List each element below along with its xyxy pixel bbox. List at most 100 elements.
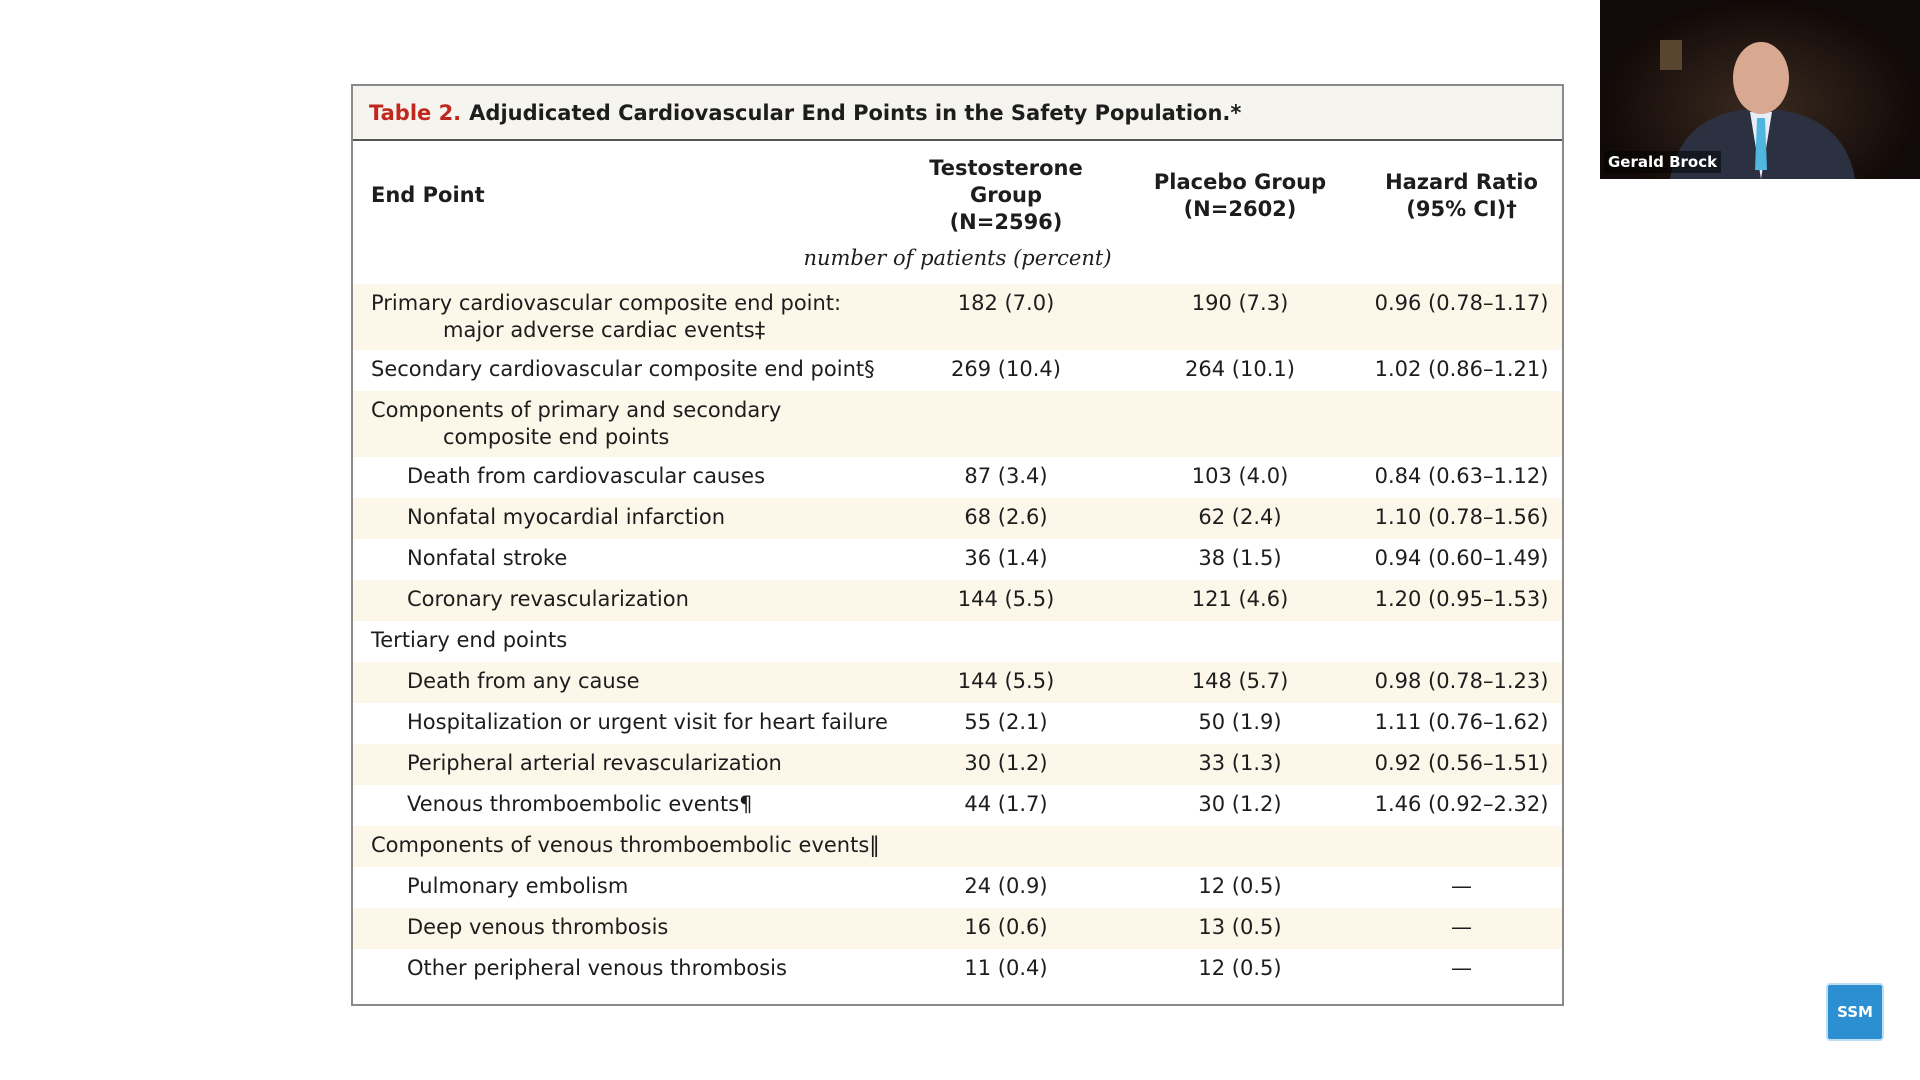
cell-value: 1.46 (0.92–2.32) <box>1374 792 1549 816</box>
logo[interactable]: SSM <box>1826 983 1884 1041</box>
cell-value: — <box>1361 908 1562 949</box>
cell-value: 0.94 (0.60–1.49) <box>1374 546 1549 570</box>
row-label: Pulmonary embolism <box>407 874 629 898</box>
cell-value: 0.96 (0.78–1.17) <box>1361 284 1562 350</box>
cell-value: 0.98 (0.78–1.23) <box>1361 662 1562 703</box>
header-row: End Point Testosterone Group (N=2596) Place… <box>353 141 1562 237</box>
cell-value: 103 (4.0) <box>1191 464 1289 488</box>
column-header-line: (95% CI)† <box>1406 196 1517 221</box>
column-header: Testosterone Group (N=2596) <box>893 141 1119 237</box>
picture-frame <box>1660 40 1682 70</box>
empty-cell <box>893 826 1119 867</box>
column-header: Placebo Group (N=2602) <box>1119 141 1361 237</box>
cell-value: 38 (1.5) <box>1198 546 1282 570</box>
data-row: Nonfatal myocardial infarction 68 (2.6) 62… <box>353 498 1562 539</box>
cell-value: 12 (0.5) <box>1198 874 1282 898</box>
cell-value: 36 (1.4) <box>964 546 1048 570</box>
row-label: Other peripheral venous thrombosis <box>407 956 787 980</box>
face <box>1733 42 1789 114</box>
column-header: Hazard Ratio (95% CI)† <box>1361 141 1562 237</box>
row-label: Tertiary end points <box>371 628 568 652</box>
row-label: Coronary revascularization <box>353 580 893 621</box>
cell-value: 24 (0.9) <box>964 874 1048 898</box>
empty-cell <box>1361 391 1562 457</box>
empty-cell <box>1119 391 1361 457</box>
section-row: Components of primary and secondary comp… <box>353 391 1562 457</box>
empty-cell <box>1119 826 1361 867</box>
data-row: Other peripheral venous thrombosis 11 (0.… <box>353 949 1562 990</box>
table-label: Table 2. <box>369 100 462 125</box>
unit-row: number of patients (percent) <box>353 237 1562 284</box>
column-header-line: (N=2602) <box>1183 196 1297 221</box>
data-row: Deep venous thrombosis 16 (0.6) 13 (0.5) — <box>353 908 1562 949</box>
column-header-line: Placebo Group <box>1153 169 1327 194</box>
cell-value: 55 (2.1) <box>964 710 1048 734</box>
cell-value: 269 (10.4) <box>951 357 1061 381</box>
table-header: End Point Testosterone Group (N=2596) Place… <box>353 141 1562 284</box>
cell-value: 0.84 (0.63–1.12) <box>1374 464 1549 488</box>
data-row: Nonfatal stroke 36 (1.4) 38 (1.5) 0.94 (0.6… <box>353 539 1562 580</box>
cell-value: 87 (3.4) <box>964 464 1048 488</box>
section-row: Tertiary end points <box>353 621 1562 662</box>
table-slide: Table 2. Adjudicated Cardiovascular End … <box>351 84 1564 1006</box>
row-label: Components of primary and secondary comp… <box>353 391 893 457</box>
data-row: Death from any cause 144 (5.5) 148 (5.7) 0.… <box>353 662 1562 703</box>
participant-name: Gerald Brock <box>1604 151 1722 173</box>
section-row: Components of venous thromboembolic even… <box>353 826 1562 867</box>
unit-note: number of patients (percent) <box>803 246 1112 270</box>
table-body: Primary cardiovascular composite end poi… <box>353 284 1562 990</box>
cell-value: 0.92 (0.56–1.51) <box>1361 744 1562 785</box>
cell-value: 148 (5.7) <box>1119 662 1361 703</box>
cell-value: 30 (1.2) <box>1198 792 1282 816</box>
table-caption: Adjudicated Cardiovascular End Points in… <box>469 100 1242 125</box>
empty-cell <box>893 621 1119 662</box>
data-row: Peripheral arterial revascularization 30 … <box>353 744 1562 785</box>
data-table: End Point Testosterone Group (N=2596) Place… <box>353 141 1562 990</box>
data-row: Pulmonary embolism 24 (0.9) 12 (0.5) — <box>353 867 1562 908</box>
cell-value: 68 (2.6) <box>893 498 1119 539</box>
cell-value: 50 (1.9) <box>1198 710 1282 734</box>
cell-value: 44 (1.7) <box>964 792 1048 816</box>
row-label: Primary cardiovascular composite end poi… <box>353 284 893 350</box>
cell-value: 1.11 (0.76–1.62) <box>1374 710 1549 734</box>
row-label: Death from any cause <box>353 662 893 703</box>
cell-value: 182 (7.0) <box>893 284 1119 350</box>
cell-value: 13 (0.5) <box>1119 908 1361 949</box>
cell-value: 16 (0.6) <box>893 908 1119 949</box>
cell-value: 121 (4.6) <box>1119 580 1361 621</box>
cell-value: 62 (2.4) <box>1119 498 1361 539</box>
data-row: Hospitalization or urgent visit for hear… <box>353 703 1562 744</box>
row-label: Components of venous thromboembolic even… <box>353 826 893 867</box>
empty-cell <box>893 391 1119 457</box>
column-header-line: Testosterone Group <box>929 156 1083 207</box>
cell-value: 190 (7.3) <box>1119 284 1361 350</box>
cell-value: 1.02 (0.86–1.21) <box>1374 357 1549 381</box>
cell-value: 33 (1.3) <box>1119 744 1361 785</box>
column-header: End Point <box>353 141 893 237</box>
cell-value: — <box>1451 956 1472 980</box>
table-title: Table 2. Adjudicated Cardiovascular End … <box>353 86 1562 141</box>
cell-value: 1.10 (0.78–1.56) <box>1361 498 1562 539</box>
cell-value: 144 (5.5) <box>893 662 1119 703</box>
data-row: Venous thromboembolic events¶ 44 (1.7) 30 … <box>353 785 1562 826</box>
cell-value: 264 (10.1) <box>1185 357 1295 381</box>
column-header-line: End Point <box>371 183 485 207</box>
empty-cell <box>1119 621 1361 662</box>
row-label: Death from cardiovascular causes <box>407 464 766 488</box>
row-label: Nonfatal myocardial infarction <box>353 498 893 539</box>
row-label: Hospitalization or urgent visit for hear… <box>407 710 888 734</box>
row-label: Deep venous thrombosis <box>353 908 893 949</box>
cell-value: 1.20 (0.95–1.53) <box>1361 580 1562 621</box>
data-row: Coronary revascularization 144 (5.5) 121 (… <box>353 580 1562 621</box>
data-row: Secondary cardiovascular composite end p… <box>353 350 1562 391</box>
row-label: Secondary cardiovascular composite end p… <box>371 357 875 381</box>
column-header-line: Hazard Ratio <box>1385 169 1538 194</box>
cell-value: 30 (1.2) <box>893 744 1119 785</box>
tie <box>1755 118 1767 170</box>
row-label: Nonfatal stroke <box>407 546 568 570</box>
cell-value: 11 (0.4) <box>964 956 1048 980</box>
empty-cell <box>1361 621 1562 662</box>
cell-value: 12 (0.5) <box>1198 956 1282 980</box>
webcam-feed: Gerald Brock <box>1600 0 1920 179</box>
